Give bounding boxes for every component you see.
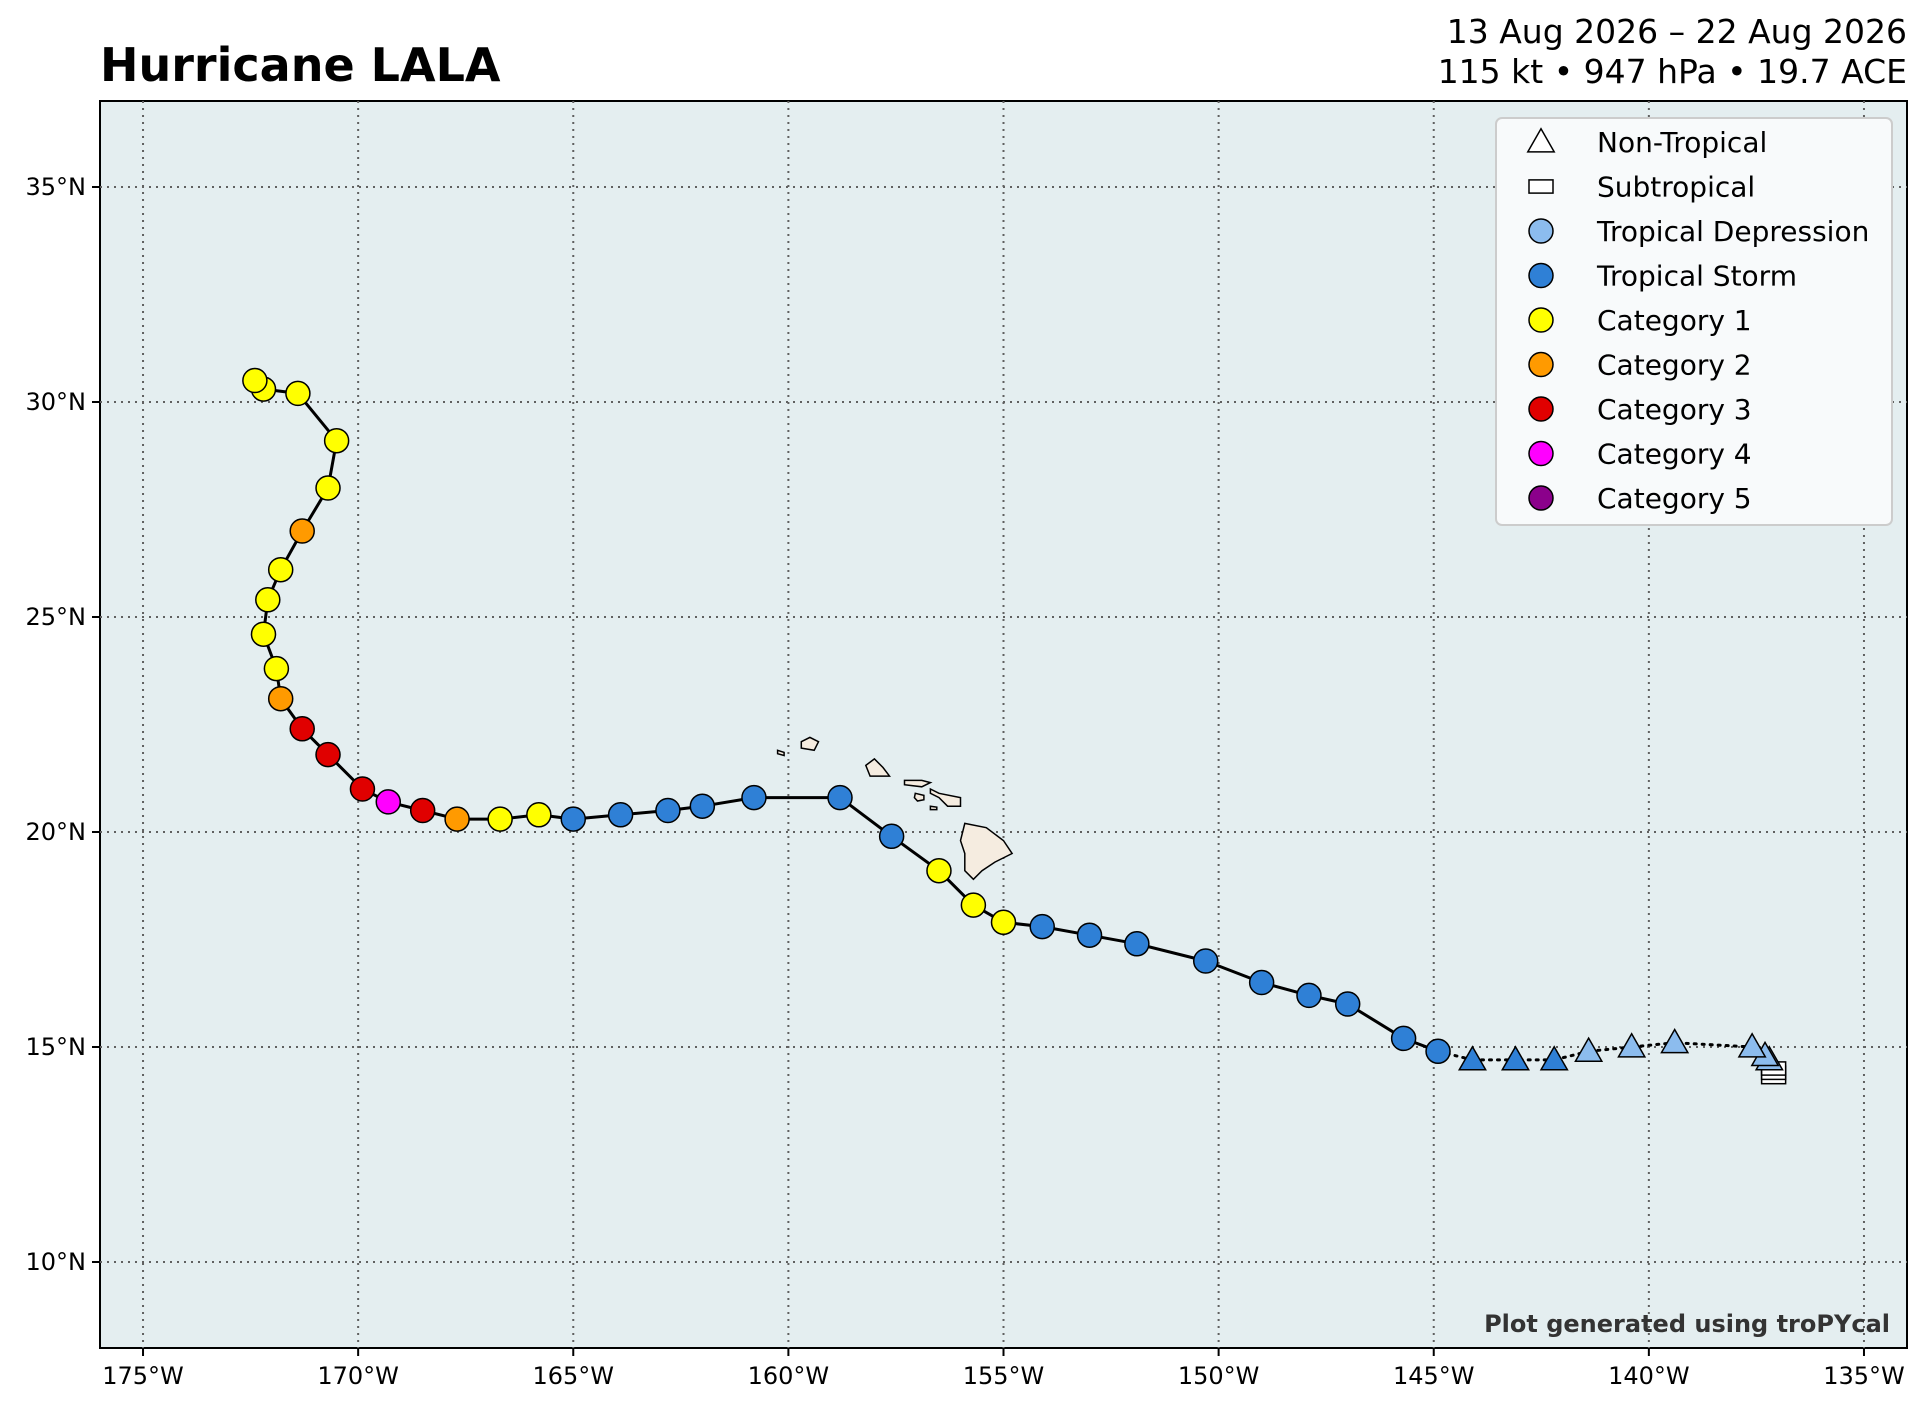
lon-tick-label: 145°W — [1393, 1362, 1475, 1390]
credit-text: Plot generated using troPYcal — [1484, 1310, 1890, 1338]
lon-tick-label: 165°W — [532, 1362, 614, 1390]
legend-label: Category 4 — [1597, 438, 1752, 471]
track-point-category-3 — [315, 741, 341, 768]
island-kahoolawe — [929, 805, 938, 811]
track-point-tropical-storm — [1076, 922, 1103, 948]
storm-title: Hurricane LALA — [100, 38, 501, 92]
track-point-category-1 — [960, 892, 987, 918]
track-point-tropical-storm — [1457, 1045, 1487, 1071]
legend-box — [1495, 117, 1893, 526]
track-segment — [1552, 1049, 1591, 1062]
track-point-tropical-storm — [1500, 1045, 1530, 1071]
track-markers — [242, 367, 1787, 1085]
track-point-category-1 — [250, 621, 277, 647]
lat-tick-label: 25°N — [26, 603, 87, 631]
track-point-category-1 — [990, 909, 1017, 936]
legend-marker-category-4 — [1528, 440, 1554, 467]
legend-marker-subtropical — [1528, 179, 1554, 194]
legend-marker-category-5 — [1528, 485, 1554, 511]
track-point-tropical-storm — [1248, 969, 1275, 996]
legend-label: Non-Tropical — [1597, 126, 1767, 159]
lon-tick-label: 160°W — [748, 1362, 830, 1390]
legend-label: Category 5 — [1597, 482, 1752, 515]
track-point-tropical-depression — [1617, 1032, 1647, 1058]
track-segment — [1673, 1041, 1754, 1049]
lon-tick-label: 140°W — [1608, 1362, 1690, 1390]
track-point-category-1 — [267, 556, 294, 583]
lon-tick-label: 175°W — [102, 1362, 184, 1390]
track-point-category-2 — [289, 518, 315, 544]
track-point-tropical-storm — [560, 806, 587, 832]
track-point-category-1 — [926, 857, 952, 884]
track-point-tropical-storm — [878, 823, 905, 850]
storm-stats: 115 kt • 947 hPa • 19.7 ACE — [1437, 52, 1907, 91]
track-point-category-3 — [409, 797, 436, 824]
track-point-tropical-storm — [1539, 1045, 1569, 1071]
track-point-category-1 — [242, 367, 268, 394]
legend-label: Category 1 — [1597, 304, 1752, 337]
track-point-category-1 — [315, 475, 341, 501]
track-point-tropical-depression — [1737, 1032, 1767, 1058]
track-point-category-3 — [289, 716, 315, 742]
track-point-tropical-storm — [1390, 1025, 1417, 1052]
track-segment — [1436, 1049, 1474, 1062]
legend: Non-Tropical Subtropical Tropical Depressi… — [1495, 117, 1893, 526]
track-point-category-1 — [285, 380, 311, 407]
legend-label: Tropical Depression — [1596, 215, 1869, 248]
island-oahu — [864, 757, 892, 777]
track-point-tropical-storm — [1334, 991, 1361, 1017]
legend-label: Subtropical — [1597, 171, 1755, 204]
track-point-category-2 — [444, 806, 470, 832]
island-molokai — [903, 779, 933, 788]
track-point-category-1 — [487, 806, 513, 832]
track-point-category-4 — [375, 789, 402, 815]
island-hawaii — [959, 822, 1014, 881]
island-kauai — [800, 736, 820, 752]
gridlines — [100, 101, 1907, 1348]
legend-label: Tropical Storm — [1596, 260, 1797, 293]
legend-marker-non-tropical — [1526, 127, 1556, 153]
legend-label: Category 3 — [1597, 393, 1752, 426]
track-point-tropical-storm — [1425, 1038, 1451, 1065]
track-point-category-1 — [255, 587, 281, 613]
legend-marker-tropical-storm — [1528, 262, 1554, 289]
lon-tick-label: 170°W — [317, 1362, 399, 1390]
legend-marker-category-1 — [1528, 307, 1554, 333]
island-maui — [929, 787, 962, 807]
lat-tick-label: 10°N — [26, 1248, 87, 1276]
island-niihau — [776, 749, 785, 757]
track-point-tropical-depression — [1574, 1036, 1604, 1062]
island-lanai — [913, 792, 925, 802]
track-point-tropical-storm — [1192, 948, 1219, 974]
hawaiian-islands — [776, 736, 1014, 881]
lat-tick-label: 15°N — [26, 1033, 87, 1061]
lat-tick-label: 30°N — [26, 388, 87, 416]
track-point-category-1 — [323, 427, 350, 454]
date-range: 13 Aug 2026 – 22 Aug 2026 — [1446, 12, 1907, 51]
axis-ticks: 175°W 170°W 165°W 160°W 155°W 150°W 145°W 140°W… — [26, 173, 1905, 1390]
legend-marker-category-2 — [1528, 351, 1554, 378]
track-point-category-1 — [526, 802, 552, 828]
lon-tick-label: 150°W — [1178, 1362, 1260, 1390]
track-point-tropical-storm — [1029, 913, 1055, 940]
track-point-tropical-storm — [689, 793, 716, 819]
track-point-category-1 — [263, 655, 290, 682]
lat-tick-label: 35°N — [26, 173, 87, 201]
track-point-tropical-storm — [1296, 982, 1322, 1009]
lat-tick-label: 20°N — [26, 818, 87, 846]
lon-tick-label: 155°W — [963, 1362, 1045, 1390]
track-point-tropical-storm — [607, 802, 634, 828]
track-point-tropical-storm — [1124, 931, 1150, 957]
track-point-tropical-depression — [1660, 1027, 1690, 1054]
track-point-tropical-storm — [741, 784, 767, 811]
track-point-category-3 — [349, 776, 376, 802]
track-point-tropical-storm — [827, 784, 853, 811]
track-point-category-2 — [267, 685, 294, 712]
track-point-tropical-storm — [655, 797, 681, 824]
legend-marker-category-3 — [1528, 396, 1554, 422]
legend-marker-tropical-depression — [1528, 218, 1554, 244]
legend-label: Category 2 — [1597, 349, 1752, 382]
lon-tick-label: 135°W — [1823, 1362, 1905, 1390]
